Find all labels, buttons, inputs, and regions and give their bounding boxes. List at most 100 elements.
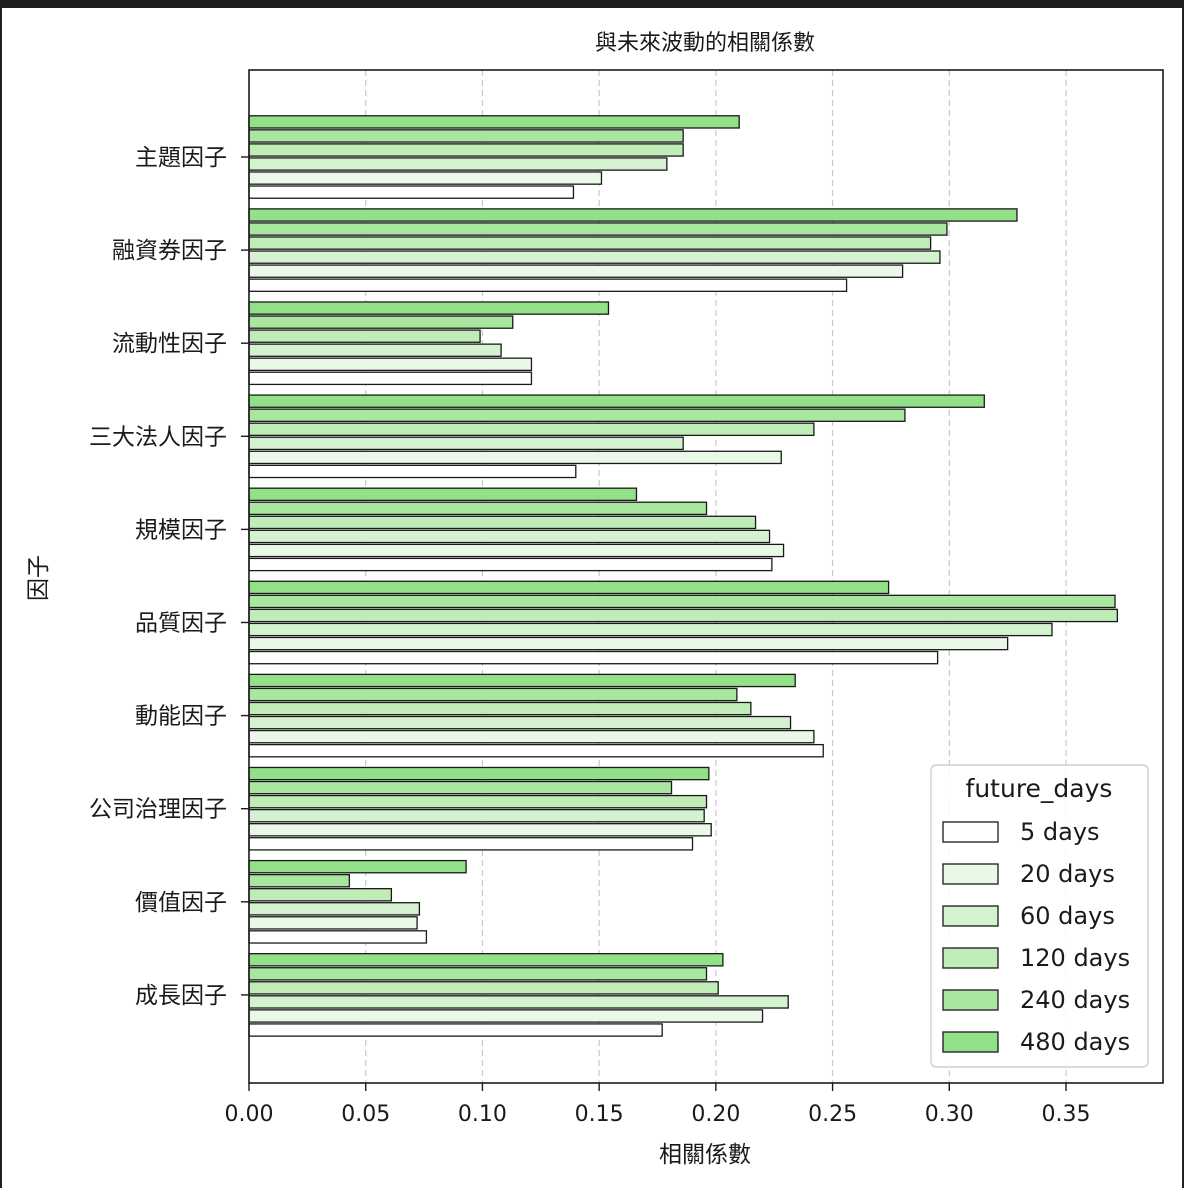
bar [248,450,782,465]
bar [248,859,467,874]
x-tick-label: 0.10 [458,1102,507,1127]
x-tick-label: 0.15 [575,1102,624,1127]
bar [248,580,890,595]
bar [248,1009,764,1023]
bar [248,902,421,916]
x-axis-ticks: 0.00 0.05 0.10 0.15 0.20 0.25 0.30 0.35 [225,1083,1091,1127]
bar [248,129,684,143]
bar [248,315,514,329]
bar [248,608,1118,623]
bar [248,343,502,357]
legend-swatch [942,863,999,885]
y-tick-label: 動能因子 [135,704,227,730]
bar [248,436,684,451]
legend-swatch [942,905,999,927]
bar [248,371,533,386]
y-tick-label: 成長因子 [135,983,227,1009]
bar [248,916,418,930]
bar [248,487,638,502]
bar [248,766,710,781]
bar [248,236,932,250]
bar [248,823,712,837]
y-tick-label: 公司治理因子 [89,797,227,823]
bar [248,1023,663,1037]
bar [248,157,668,171]
bar [248,967,708,981]
x-tick-label: 0.35 [1042,1102,1091,1127]
legend-items: 5 days 20 days 60 days 120 days 240 days 480 … [942,818,1130,1056]
legend-swatch [942,821,999,843]
bar [248,329,481,343]
bar [248,115,740,129]
bar [248,794,708,809]
y-tick-label: 三大法人因子 [89,424,227,450]
legend-label: 240 days [1020,986,1130,1014]
bar [248,529,771,544]
bar [248,543,785,558]
bar [248,930,428,944]
bar [248,995,789,1009]
bar [248,143,684,157]
bar [248,408,906,422]
legend-swatch [942,1031,999,1053]
bar [248,636,1009,651]
y-tick-label: 品質因子 [135,611,227,637]
bar [248,222,948,236]
x-tick-label: 0.00 [225,1102,274,1127]
y-axis-label: 因子 [26,555,52,601]
legend-swatch [942,947,999,969]
legend-label: 5 days [1020,818,1100,846]
bar [248,250,941,264]
bar [248,981,719,995]
bar [248,837,694,851]
bar [248,422,815,437]
x-tick-label: 0.25 [808,1102,857,1127]
bar [248,953,724,967]
y-axis-ticks: 主題因子融資券因子流動性因子三大法人因子規模因子品質因子動能因子公司治理因子價值… [89,145,249,1009]
legend-label: 480 days [1020,1028,1130,1056]
chart-title: 與未來波動的相關係數 [595,31,815,56]
plot-area-frame [248,69,1164,1084]
y-tick-label: 主題因子 [135,145,227,171]
bars [248,115,1118,1037]
legend-label: 60 days [1020,902,1115,930]
bar [248,185,575,199]
bar [248,701,752,716]
y-tick-label: 流動性因子 [112,331,227,357]
x-tick-label: 0.05 [341,1102,390,1127]
legend-label: 20 days [1020,860,1115,888]
bar [248,171,603,185]
y-tick-label: 融資券因子 [112,238,227,264]
bar [248,394,985,408]
bar [248,687,738,702]
legend-title: future_days [966,774,1113,803]
bar [248,301,610,315]
bar [248,278,848,292]
legend-swatch [942,989,999,1011]
bar [248,264,904,278]
bar [248,357,533,372]
bar [248,743,824,758]
x-tick-label: 0.20 [691,1102,740,1127]
x-tick-label: 0.30 [925,1102,974,1127]
bar [248,501,708,516]
legend-label: 120 days [1020,944,1130,972]
bar [248,888,393,902]
bar [248,208,1018,222]
y-tick-label: 價值因子 [135,890,227,916]
bar [248,650,939,665]
bar [248,673,796,688]
bar [248,873,351,888]
bar [248,622,1053,637]
bar [248,515,757,530]
bar [248,729,815,744]
bar [248,464,577,479]
bar [248,808,705,823]
legend: future_days 5 days 20 days 60 days 120 days… [930,764,1149,1068]
bar [248,780,673,795]
bar [248,594,1116,609]
bar [248,557,773,572]
bar [248,715,792,730]
